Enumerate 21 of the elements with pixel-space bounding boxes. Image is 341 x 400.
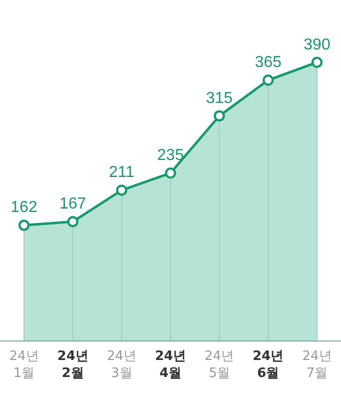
x-tick-label: 24년 2월: [57, 349, 88, 381]
x-tick-label: 24년 6월: [252, 349, 284, 381]
data-label: 162: [10, 199, 38, 216]
x-tick-label: 24년 7월: [302, 349, 332, 381]
point: [164, 167, 176, 179]
data-label: 365: [254, 54, 282, 72]
point: [18, 220, 30, 231]
point: [116, 184, 128, 196]
x-tick-label: 24년 1월: [9, 349, 39, 381]
data-label: 315: [206, 90, 233, 107]
data-label: 211: [108, 164, 135, 182]
x-tick-label: 24년 4월: [154, 349, 186, 381]
data-label: 235: [157, 147, 184, 164]
data-label: 167: [59, 196, 86, 213]
x-tick-label: 24년 3월: [106, 349, 136, 381]
data-label: 390: [304, 36, 330, 54]
x-tick-label: 24년 5월: [204, 349, 234, 381]
point: [214, 110, 225, 122]
point: [262, 74, 274, 86]
point: [67, 216, 78, 228]
point: [311, 56, 323, 68]
